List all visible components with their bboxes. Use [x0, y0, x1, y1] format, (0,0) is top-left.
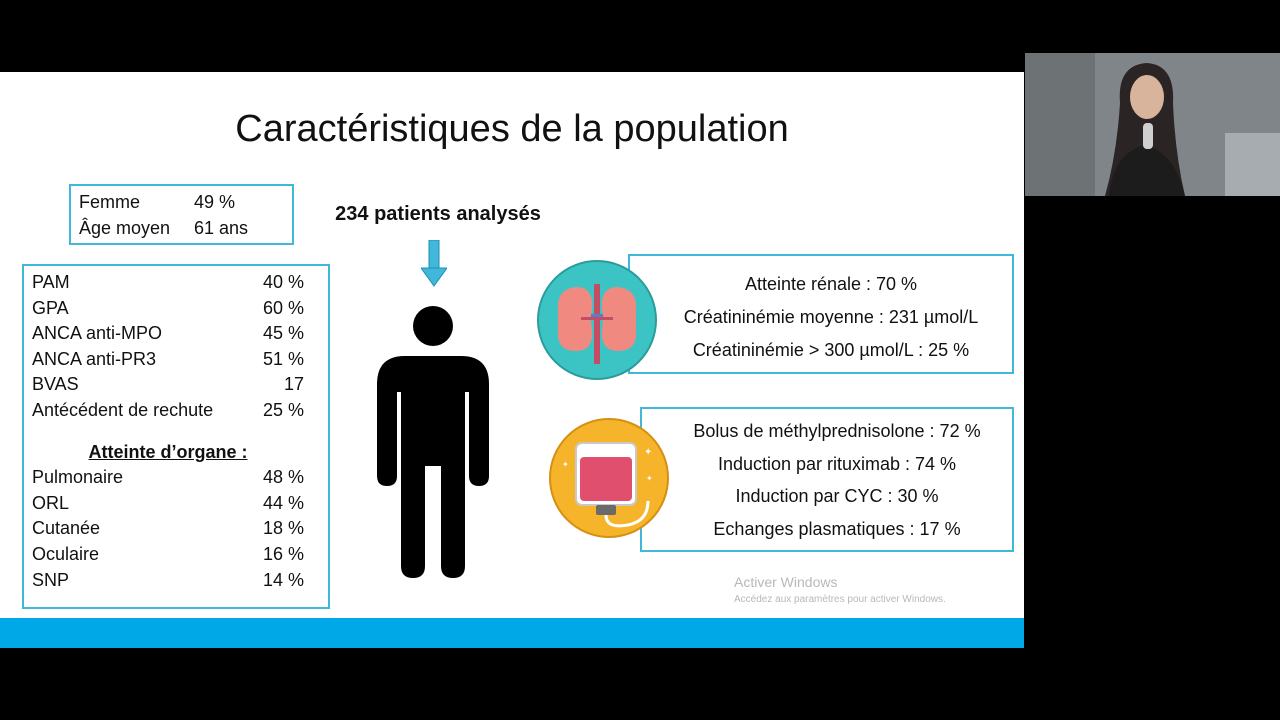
organ-row: ORL 44 %	[32, 491, 304, 517]
stats-row: ANCA anti-PR3 51 %	[32, 347, 304, 373]
row-label: Pulmonaire	[32, 467, 124, 488]
person-icon	[377, 306, 489, 578]
organ-row: Pulmonaire 48 %	[32, 465, 304, 491]
demographics-row: Âge moyen 61 ans	[79, 216, 284, 242]
iv-bag-icon: ✦ ✦ ✦	[549, 418, 669, 538]
row-value: 60 %	[262, 297, 304, 318]
svg-text:✦: ✦	[562, 460, 569, 469]
treatment-line: Induction par CYC : 30 %	[735, 486, 939, 506]
treatment-line: Echanges plasmatiques : 17 %	[713, 518, 961, 539]
row-value: 51 %	[262, 348, 304, 369]
slide: Caractéristiques de la population Femme …	[0, 72, 1024, 648]
row-value: 44 %	[262, 492, 304, 513]
row-label: Femme	[79, 192, 141, 212]
row-value: 48 %	[262, 467, 304, 488]
organ-heading: Atteinte d’organe :	[88, 441, 248, 462]
row-value: 18 %	[262, 518, 304, 539]
treatment-box: Bolus de méthylprednisolone : 72 % Induc…	[640, 407, 1014, 552]
bottom-bar	[0, 618, 1024, 648]
row-value: 49 %	[194, 192, 236, 212]
organ-row: Oculaire 16 %	[32, 542, 304, 568]
webcam-feed	[1025, 53, 1280, 196]
row-value: 40 %	[262, 272, 304, 292]
svg-text:✦: ✦	[644, 447, 652, 458]
stats-row: BVAS 17	[32, 372, 304, 398]
organ-row: SNP 14 %	[32, 568, 304, 594]
presenter-image	[1025, 53, 1280, 196]
demographics-box: Femme 49 % Âge moyen 61 ans	[69, 184, 294, 245]
renal-line: Créatininémie > 300 µmol/L : 25 %	[692, 340, 970, 360]
activation-watermark: Activer Windows Accédez aux paramètres p…	[734, 574, 946, 605]
row-label: ORL	[32, 492, 70, 513]
row-label: SNP	[32, 569, 70, 590]
stats-row: ANCA anti-MPO 45 %	[32, 321, 304, 347]
treatment-line: Bolus de méthylprednisolone : 72 %	[693, 421, 981, 441]
row-value: 61 ans	[194, 217, 249, 238]
row-value: 14 %	[262, 569, 304, 590]
row-value: 45 %	[262, 323, 304, 344]
organ-row: Cutanée 18 %	[32, 516, 304, 542]
row-label: Antécédent de rechute	[32, 399, 214, 420]
stats-box: PAM 40 % GPA 60 % ANCA anti-MPO 45 % ANCA a…	[22, 264, 330, 609]
row-value: 17	[283, 374, 304, 395]
stats-row: GPA 60 %	[32, 296, 304, 322]
row-label: ANCA anti-PR3	[32, 348, 157, 369]
row-label: BVAS	[32, 374, 79, 395]
row-label: Âge moyen	[79, 217, 171, 238]
watermark-title: Activer Windows	[734, 574, 838, 590]
demographics-row: Femme 49 %	[79, 190, 284, 216]
watermark-subtitle: Accédez aux paramètres pour activer Wind…	[734, 594, 946, 605]
renal-line: Atteinte rénale : 70 %	[744, 274, 918, 294]
renal-box: Atteinte rénale : 70 % Créatininémie moy…	[628, 254, 1014, 374]
svg-text:✦: ✦	[646, 474, 653, 483]
renal-line: Créatininémie moyenne : 231 µmol/L	[683, 307, 979, 327]
stats-row: Antécédent de rechute 25 %	[32, 398, 304, 424]
row-label: GPA	[32, 297, 69, 318]
down-arrow-icon	[421, 240, 447, 287]
treatment-line: Induction par rituximab : 74 %	[717, 453, 957, 474]
stats-row: PAM 40 %	[32, 270, 304, 296]
row-label: ANCA anti-MPO	[32, 323, 163, 344]
slide-title: Caractéristiques de la population	[235, 108, 789, 150]
kidney-icon	[537, 260, 657, 380]
row-value: 25 %	[262, 399, 304, 420]
row-label: PAM	[32, 272, 70, 292]
row-label: Cutanée	[32, 518, 101, 539]
patients-label: 234 patients analysés	[335, 203, 541, 225]
row-value: 16 %	[262, 543, 304, 564]
row-label: Oculaire	[32, 543, 100, 564]
